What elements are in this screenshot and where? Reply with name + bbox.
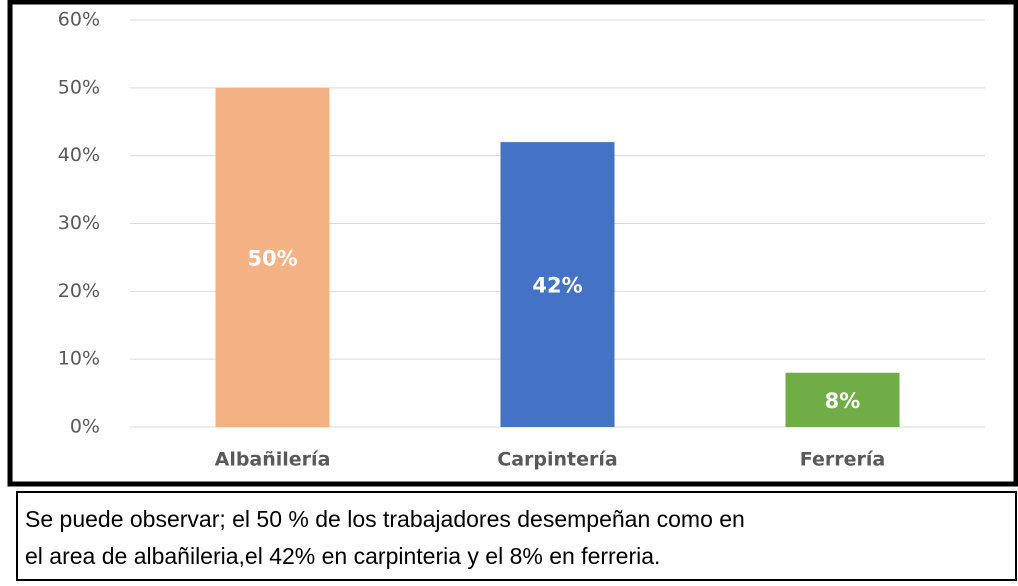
value-label: 8%: [825, 389, 861, 413]
y-tick-label: 20%: [58, 280, 100, 302]
y-tick-label: 60%: [58, 9, 100, 31]
x-tick-label: Carpintería: [497, 449, 617, 471]
value-label: 50%: [247, 246, 297, 270]
caption-line: Se puede observar; el 50 % de los trabaj…: [25, 506, 745, 532]
y-tick-label: 50%: [58, 76, 100, 98]
bar: [215, 87, 330, 427]
y-tick-label: 0%: [70, 416, 100, 438]
y-tick-label: 40%: [58, 144, 100, 166]
y-tick-label: 30%: [58, 212, 100, 234]
value-label: 42%: [532, 274, 582, 298]
caption-box: [16, 491, 1017, 581]
x-tick-label: Albañilería: [215, 449, 331, 471]
bar: [500, 142, 615, 427]
x-tick-label: Ferrería: [800, 449, 885, 471]
bar: [785, 372, 900, 427]
y-tick-label: 10%: [58, 348, 100, 370]
caption-line: el area de albañileria,el 42% en carpint…: [25, 543, 660, 569]
